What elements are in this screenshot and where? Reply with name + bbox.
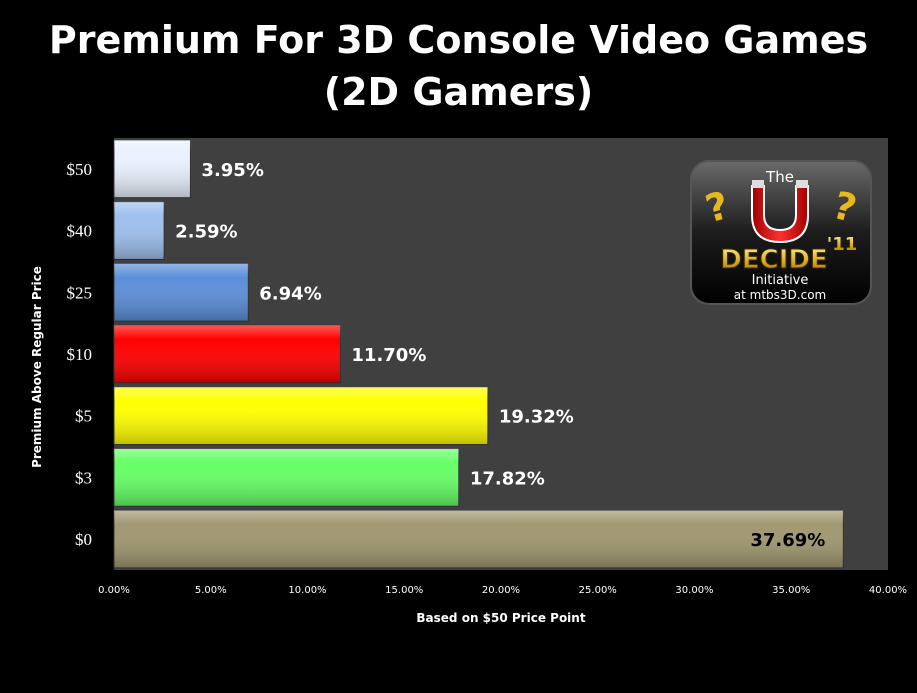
bar-shading — [114, 201, 165, 260]
y-tick-label: $25 — [67, 283, 93, 302]
data-label: 3.95% — [201, 160, 263, 181]
y-tick-label: $0 — [75, 530, 92, 549]
data-label: 2.59% — [175, 222, 237, 243]
x-tick-label: 5.00% — [195, 585, 227, 596]
y-tick-label: $3 — [75, 468, 92, 487]
x-tick-label: 35.00% — [772, 585, 810, 596]
x-tick-label: 40.00% — [869, 585, 907, 596]
y-tick-label: $40 — [67, 222, 93, 241]
logo-initiative-text: Initiative — [752, 273, 809, 288]
chart-title: Premium For 3D Console Video Games (2D G… — [0, 14, 917, 118]
bar-shading — [114, 263, 249, 322]
y-tick-label: $10 — [67, 345, 93, 364]
logo-the-text: The — [765, 168, 794, 186]
x-tick-label: 20.00% — [482, 585, 520, 596]
data-label: 37.69% — [750, 530, 825, 551]
decide-initiative-logo: The ? ? DECIDE '11 Initiative at mtbs3D.… — [690, 160, 872, 305]
magnet-tip-left-icon — [752, 180, 764, 188]
chart-title-line-1: Premium For 3D Console Video Games — [48, 18, 869, 62]
chart-title-line-2: (2D Gamers) — [323, 70, 594, 114]
data-label: 17.82% — [470, 468, 545, 489]
x-tick-label: 30.00% — [675, 585, 713, 596]
x-axis-title: Based on $50 Price Point — [416, 611, 585, 625]
x-tick-label: 0.00% — [98, 585, 130, 596]
x-tick-label: 25.00% — [579, 585, 617, 596]
bar-shading — [114, 448, 459, 507]
logo-year-text: '11 — [827, 234, 858, 255]
bar-shading — [114, 325, 341, 383]
magnet-tip-right-icon — [796, 180, 808, 188]
bar-shading — [114, 140, 191, 198]
x-tick-label: 10.00% — [288, 585, 326, 596]
data-label: 11.70% — [351, 345, 426, 366]
bar-shading — [114, 386, 488, 445]
data-label: 19.32% — [499, 407, 574, 428]
x-tick-label: 15.00% — [385, 585, 423, 596]
bar-shading — [114, 510, 844, 568]
data-label: 6.94% — [259, 283, 321, 304]
logo-decide-text: DECIDE — [720, 245, 827, 275]
y-tick-label: $5 — [75, 407, 92, 426]
y-axis-title: Premium Above Regular Price — [30, 266, 44, 468]
logo-site-text: at mtbs3D.com — [734, 288, 826, 302]
y-tick-label: $50 — [67, 160, 93, 179]
